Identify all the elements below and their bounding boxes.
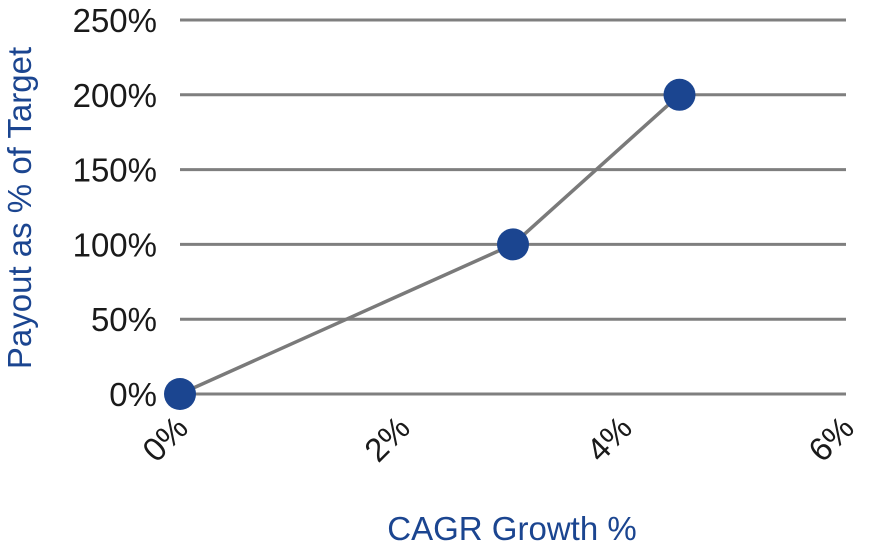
x-tick-label-2: 2% — [357, 409, 417, 469]
x-tick-label-6: 6% — [801, 409, 861, 469]
y-tick-label-200: 200% — [73, 77, 157, 114]
y-axis-title: Payout as % of Target — [1, 47, 38, 369]
y-tick-label-50: 50% — [91, 301, 157, 338]
y-tick-label-250: 250% — [73, 2, 157, 39]
y-tick-labels: 0% 50% 100% 150% 200% 250% — [73, 2, 157, 413]
gridlines — [180, 18, 846, 396]
data-point-0 — [164, 378, 196, 410]
data-point-2 — [663, 78, 696, 111]
x-tick-label-4: 4% — [579, 409, 639, 469]
y-tick-label-150: 150% — [73, 152, 157, 189]
data-point-1 — [497, 228, 529, 261]
y-tick-label-0: 0% — [109, 376, 157, 413]
x-tick-labels: 0% 2% 4% 6% — [135, 409, 861, 469]
x-tick-label-0: 0% — [135, 409, 195, 469]
y-tick-label-100: 100% — [73, 226, 157, 263]
x-axis-title: CAGR Growth % — [387, 510, 636, 547]
series-payout — [164, 78, 696, 410]
